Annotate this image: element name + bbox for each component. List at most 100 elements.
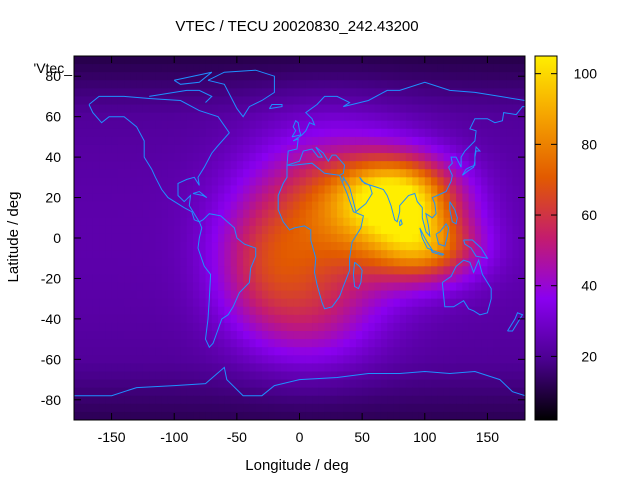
heatmap-cell [130, 72, 138, 81]
heatmap-cell [499, 201, 507, 211]
heatmap-cell [343, 314, 351, 324]
heatmap-cell [443, 331, 451, 340]
heatmap-cell [518, 282, 525, 292]
heatmap-cell [236, 96, 244, 106]
heatmap-cell [418, 177, 426, 187]
heatmap-cell [180, 298, 188, 308]
heatmap-cell [161, 217, 169, 227]
heatmap-cell [224, 153, 232, 162]
heatmap-cell [312, 169, 319, 178]
heatmap-cell [499, 104, 507, 114]
heatmap-cell [280, 266, 288, 275]
heatmap-cell [380, 169, 388, 178]
heatmap-cell [142, 250, 150, 259]
heatmap-cell [318, 363, 326, 373]
heatmap-cell [305, 339, 313, 348]
heatmap-cell [431, 339, 438, 348]
heatmap-cell [274, 161, 282, 170]
heatmap-cell [211, 395, 219, 405]
heatmap-cell [362, 185, 369, 195]
heatmap-cell [337, 355, 344, 364]
heatmap-cell [368, 104, 376, 114]
heatmap-cell [512, 266, 520, 275]
heatmap-cell [111, 250, 119, 259]
heatmap-cell [468, 347, 476, 356]
heatmap-cell [117, 290, 125, 300]
heatmap-cell [393, 242, 401, 251]
heatmap-cell [393, 306, 401, 316]
heatmap-cell [186, 96, 194, 106]
heatmap-cell [124, 72, 131, 81]
heatmap-cell [349, 185, 357, 195]
heatmap-cell [167, 379, 175, 389]
heatmap-cell [130, 225, 138, 235]
heatmap-cell [243, 379, 250, 389]
heatmap-cell [167, 290, 175, 300]
heatmap-cell [481, 347, 489, 356]
heatmap-cell [142, 347, 150, 356]
heatmap-cell [224, 185, 232, 195]
heatmap-cell [405, 209, 413, 219]
heatmap-cell [149, 153, 157, 162]
heatmap-cell [362, 339, 369, 348]
heatmap-cell [174, 339, 182, 348]
heatmap-cell [431, 153, 438, 162]
heatmap-cell [506, 185, 514, 195]
heatmap-cell [299, 387, 307, 397]
heatmap-cell [268, 331, 276, 340]
heatmap-cell [142, 185, 150, 195]
heatmap-cell [443, 80, 451, 89]
heatmap-cell [499, 395, 507, 405]
heatmap-cell [86, 371, 94, 381]
heatmap-cell [161, 153, 169, 162]
heatmap-cell [368, 128, 376, 138]
heatmap-cell [105, 339, 113, 348]
heatmap-cell [399, 209, 407, 219]
heatmap-cell [199, 217, 207, 227]
heatmap-cell [493, 403, 501, 413]
heatmap-cell [236, 339, 244, 348]
heatmap-cell [312, 177, 319, 187]
heatmap-cell [286, 104, 294, 114]
heatmap-cell [456, 177, 463, 187]
heatmap-cell [330, 306, 338, 316]
heatmap-cell [174, 112, 182, 122]
heatmap-cell [280, 153, 288, 162]
heatmap-cell [518, 185, 525, 195]
heatmap-cell [456, 266, 463, 275]
heatmap-cell [305, 355, 313, 364]
heatmap-cell [193, 128, 200, 138]
heatmap-cell [161, 339, 169, 348]
heatmap-cell [167, 306, 175, 316]
heatmap-cell [142, 153, 150, 162]
heatmap-cell [412, 274, 420, 284]
heatmap-cell [99, 217, 106, 227]
heatmap-cell [268, 225, 276, 235]
heatmap-cell [499, 225, 507, 235]
heatmap-cell [305, 274, 313, 284]
heatmap-cell [474, 120, 482, 130]
heatmap-cell [105, 104, 113, 114]
heatmap-cell [412, 56, 420, 65]
heatmap-cell [512, 209, 520, 219]
heatmap-cell [161, 258, 169, 267]
heatmap-cell [161, 169, 169, 178]
heatmap-cell [99, 290, 106, 300]
heatmap-cell [362, 72, 369, 81]
heatmap-cell [224, 80, 232, 89]
heatmap-cell [149, 298, 157, 308]
heatmap-cell [199, 120, 207, 130]
heatmap-cell [387, 128, 395, 138]
heatmap-cell [299, 258, 307, 267]
heatmap-cell [211, 64, 219, 73]
heatmap-cell [405, 193, 413, 203]
heatmap-cell [236, 306, 244, 316]
coastline [74, 366, 525, 397]
heatmap-cell [462, 347, 470, 356]
heatmap-cell [387, 331, 395, 340]
heatmap-cell [218, 88, 225, 98]
heatmap-cell [462, 258, 470, 267]
heatmap-cell [99, 225, 106, 235]
heatmap-cell [117, 411, 125, 420]
heatmap-cell [243, 387, 250, 397]
